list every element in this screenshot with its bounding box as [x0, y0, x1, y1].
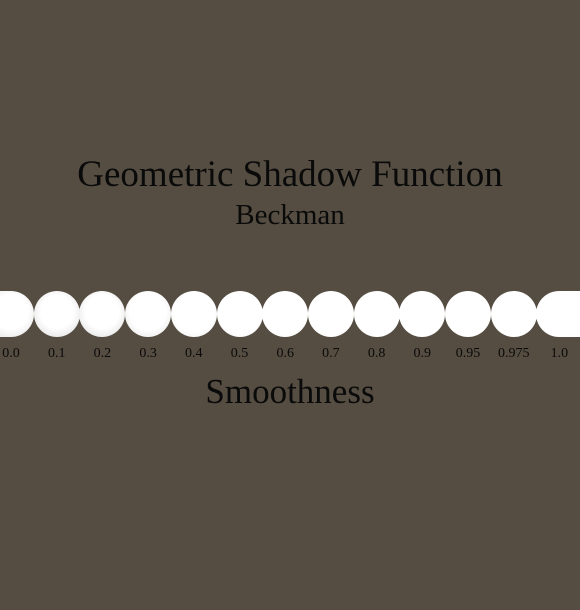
tick-label-0: 0.0: [2, 346, 20, 361]
sphere-1: [33, 291, 80, 337]
sphere-8: [353, 291, 400, 337]
axis-label: Smoothness: [205, 372, 375, 411]
sphere-4: [170, 291, 217, 337]
tick-label-9: 0.9: [413, 346, 432, 361]
tick-label-2: 0.2: [93, 346, 112, 361]
sphere-5: [216, 291, 263, 337]
sphere-10: [445, 291, 491, 337]
sphere-2: [79, 291, 126, 337]
tick-label-4: 0.4: [185, 346, 203, 361]
sphere-6: [262, 291, 309, 337]
sphere-12: [536, 291, 580, 337]
tick-label-1: 0.1: [47, 346, 66, 361]
tick-label-12: 1.0: [550, 346, 569, 361]
sphere-7: [307, 291, 354, 337]
title: Geometric Shadow Function: [77, 154, 503, 195]
sphere-3: [125, 291, 172, 337]
sphere-11: [490, 291, 537, 337]
sphere-row: [0, 290, 580, 338]
tick-label-10: 0.95: [455, 346, 481, 361]
sphere-9: [399, 291, 446, 337]
tick-label-11: 0.975: [497, 346, 530, 361]
tick-label-8: 0.8: [367, 346, 386, 361]
tick-label-7: 0.7: [322, 346, 340, 361]
tick-label-5: 0.5: [230, 346, 249, 361]
tick-label-3: 0.3: [139, 346, 157, 361]
tick-label-6: 0.6: [276, 346, 294, 361]
subtitle: Beckman: [235, 199, 345, 231]
